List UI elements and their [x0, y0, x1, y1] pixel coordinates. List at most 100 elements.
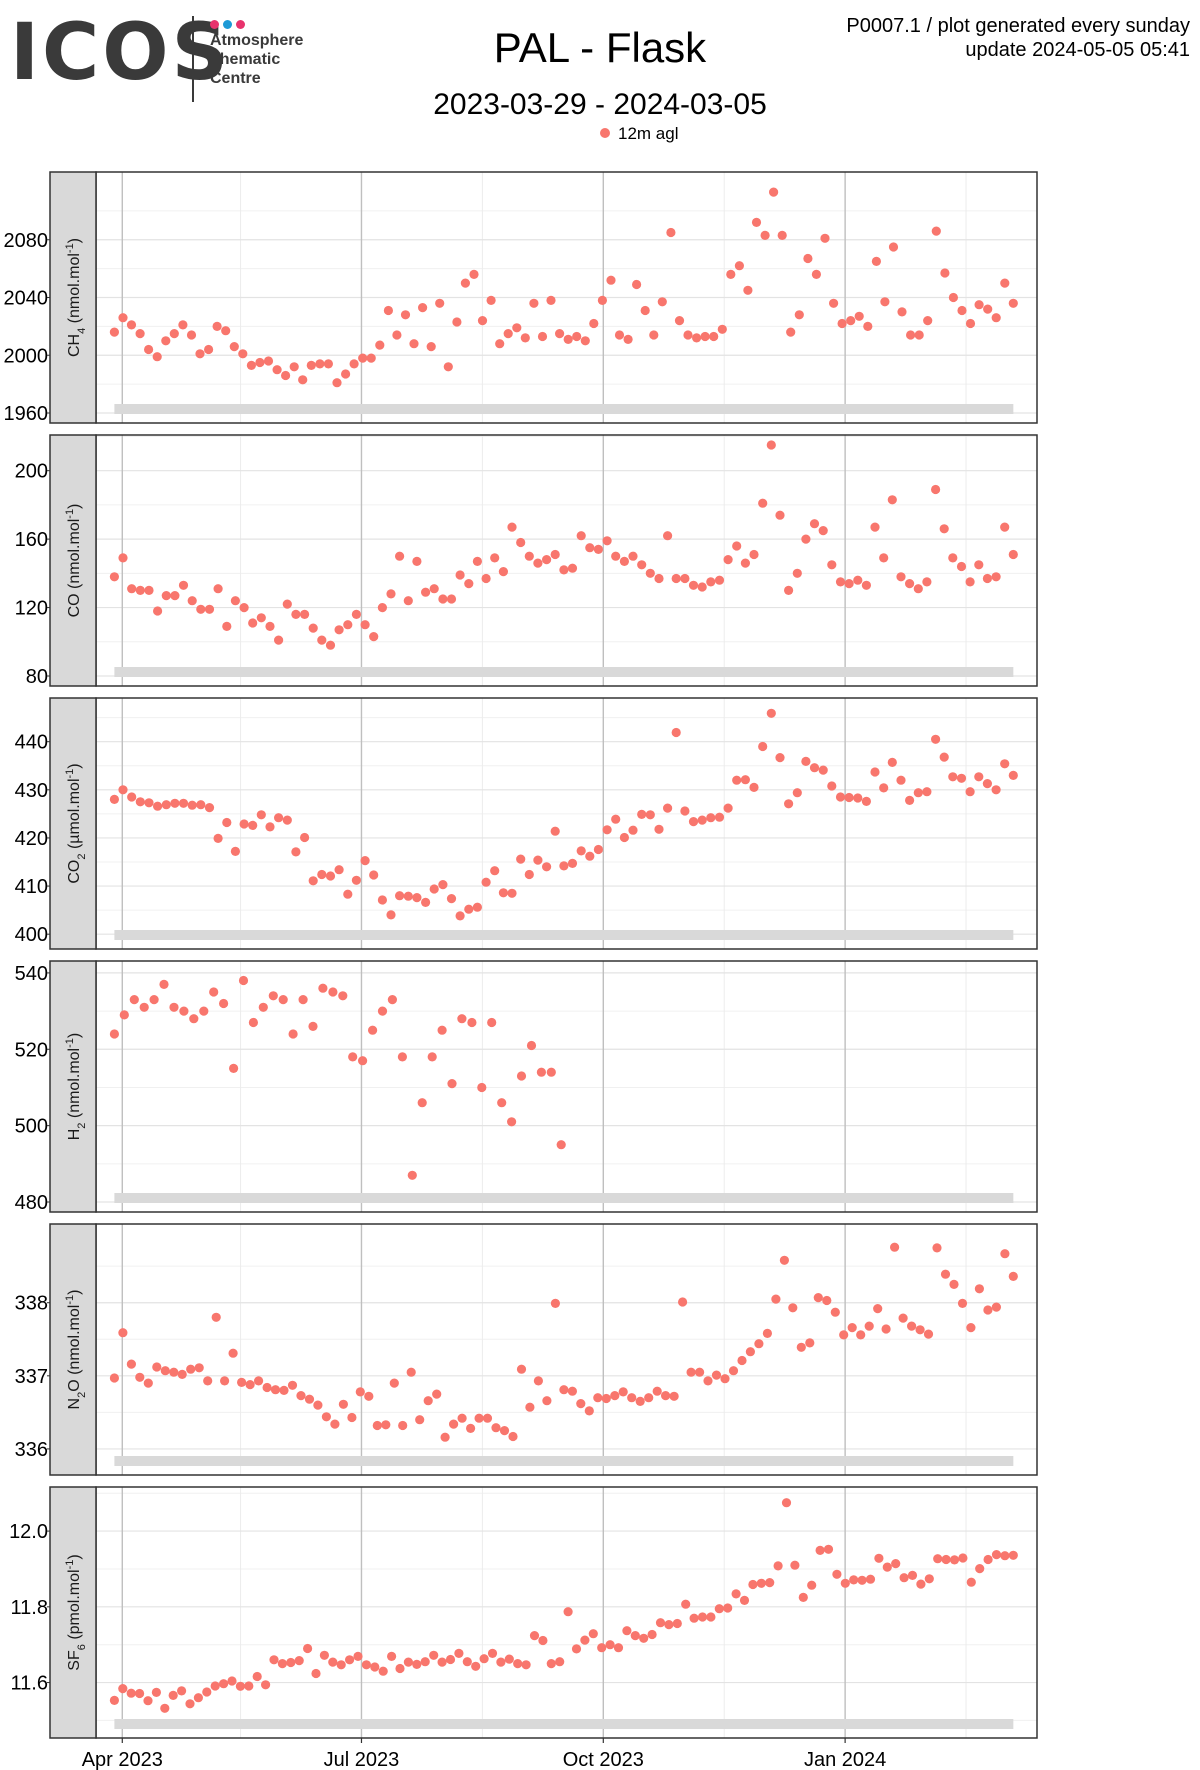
data-point	[533, 855, 543, 865]
data-point	[645, 568, 655, 578]
data-point	[940, 1269, 951, 1279]
data-point	[387, 995, 397, 1005]
data-point	[559, 565, 569, 575]
data-point	[361, 1660, 371, 1670]
data-point	[178, 580, 189, 590]
data-point	[652, 1386, 662, 1396]
data-point	[109, 794, 119, 805]
data-point	[619, 556, 630, 567]
data-point	[576, 531, 586, 541]
y-tick-label: 120	[15, 598, 48, 620]
data-point	[109, 1695, 119, 1705]
data-point	[202, 1687, 212, 1697]
data-point	[472, 556, 482, 567]
data-point	[386, 910, 396, 920]
data-point	[882, 1562, 892, 1572]
data-point	[454, 1648, 464, 1658]
data-point	[126, 1359, 136, 1369]
y-tick-label: 200	[15, 461, 48, 483]
data-point	[358, 1056, 368, 1066]
data-point	[169, 1367, 179, 1377]
data-point	[462, 1657, 472, 1667]
data-point	[846, 316, 856, 326]
data-point	[870, 767, 880, 777]
data-point	[714, 575, 725, 585]
data-point	[775, 510, 785, 520]
data-point	[161, 800, 171, 810]
data-point	[697, 815, 707, 825]
data-point	[412, 893, 422, 903]
data-point	[922, 577, 932, 587]
data-point	[455, 570, 465, 580]
data-point	[199, 1006, 209, 1016]
data-point	[325, 640, 336, 650]
y-tick-label: 480	[15, 1192, 48, 1214]
data-point	[378, 1666, 388, 1676]
data-point	[269, 1655, 279, 1665]
data-point	[777, 230, 787, 240]
data-point	[178, 798, 189, 808]
data-point	[477, 1082, 487, 1093]
data-point	[153, 606, 163, 616]
data-point	[464, 579, 474, 589]
data-point	[213, 584, 223, 594]
y-tick-label: 80	[26, 666, 48, 688]
data-point	[818, 526, 828, 536]
data-point	[377, 603, 387, 613]
data-point	[185, 1699, 195, 1709]
data-point	[521, 1660, 531, 1670]
y-axis-label: H2 (nmol.mol-1)	[64, 1033, 88, 1140]
data-point	[317, 869, 327, 880]
data-point	[731, 1589, 741, 1599]
data-point	[611, 814, 621, 824]
panel-n2o: 336 337 338 N2O (nmol.mol-1)	[15, 1223, 1038, 1476]
data-point	[230, 846, 240, 857]
data-point	[203, 1376, 213, 1386]
data-point	[563, 334, 573, 344]
data-point	[589, 318, 599, 329]
data-point	[623, 334, 633, 344]
data-point	[135, 585, 145, 596]
data-point	[308, 876, 318, 886]
data-point	[740, 775, 751, 785]
data-point	[160, 1703, 170, 1713]
data-point	[672, 1618, 682, 1629]
data-point	[220, 1376, 230, 1386]
data-point	[460, 278, 470, 288]
data-point	[445, 1654, 456, 1665]
data-point	[274, 635, 284, 645]
data-point	[585, 851, 595, 861]
data-point	[109, 1373, 119, 1383]
data-point	[706, 1612, 716, 1622]
data-point	[924, 1574, 934, 1584]
data-point	[524, 869, 534, 880]
plot-info: P0007.1 / plot generated every sunday up…	[846, 14, 1190, 62]
data-point	[248, 1017, 258, 1028]
data-point	[222, 621, 232, 632]
data-point	[400, 310, 411, 320]
data-point	[497, 1098, 507, 1108]
y-axis-label: N2O (nmol.mol-1)	[64, 1290, 88, 1410]
data-point	[628, 825, 638, 835]
data-point	[688, 580, 699, 590]
data-point	[655, 1618, 666, 1628]
data-point	[328, 1657, 338, 1667]
data-point	[647, 1629, 657, 1640]
data-point	[471, 1661, 481, 1671]
data-point	[135, 1688, 145, 1699]
data-point	[212, 321, 222, 331]
data-point	[758, 741, 768, 752]
data-point	[118, 313, 128, 323]
data-point	[464, 904, 474, 914]
data-point	[546, 295, 556, 305]
data-point	[274, 813, 284, 823]
data-point	[854, 311, 864, 321]
data-point	[298, 375, 308, 385]
data-point	[412, 1659, 422, 1669]
data-point	[343, 889, 353, 899]
data-point	[211, 1312, 221, 1322]
data-point	[567, 858, 578, 869]
data-point	[632, 279, 642, 290]
data-point	[469, 269, 479, 279]
data-point	[315, 359, 325, 369]
